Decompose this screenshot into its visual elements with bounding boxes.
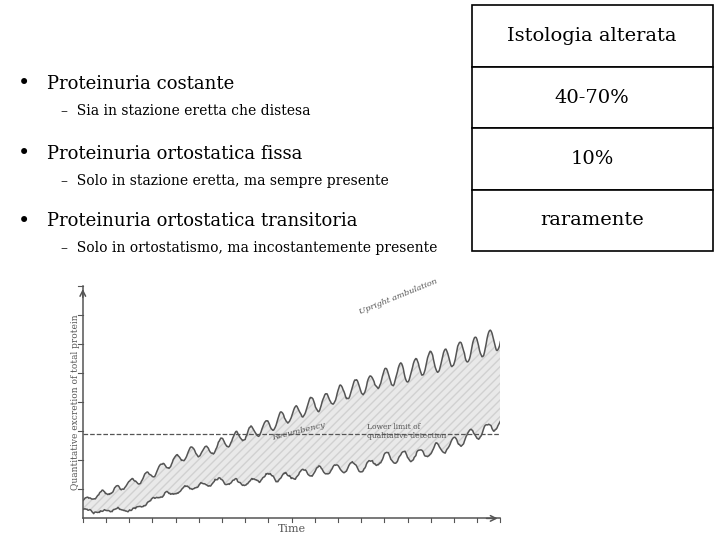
Text: Upright ambulation: Upright ambulation [359,278,438,316]
Bar [472,67,713,128]
Y-axis label: Quantitative excretion of total protein: Quantitative excretion of total protein [71,314,80,490]
Text: –  Solo in stazione eretta, ma sempre presente: – Solo in stazione eretta, ma sempre pre… [61,174,389,188]
Text: 40-70%: 40-70% [555,89,629,106]
Bar [472,128,713,190]
Bar [472,5,713,67]
Text: –  Solo in ortostatismo, ma incostantemente presente: – Solo in ortostatismo, ma incostantemen… [61,241,438,255]
X-axis label: Time: Time [277,524,306,534]
Text: Proteinuria ortostatica transitoria: Proteinuria ortostatica transitoria [47,212,357,231]
Text: raramente: raramente [540,211,644,230]
Bar [472,190,713,251]
Text: Istologia alterata: Istologia alterata [508,27,677,45]
Text: Proteinuria ortostatica fissa: Proteinuria ortostatica fissa [47,145,302,163]
Text: –  Sia in stazione eretta che distesa: – Sia in stazione eretta che distesa [61,104,311,118]
Text: •: • [18,74,30,93]
Text: Recumbency: Recumbency [271,421,325,442]
Text: 10%: 10% [570,150,614,168]
Text: Proteinuria costante: Proteinuria costante [47,75,234,93]
Text: Lower limit of
qualitative detection: Lower limit of qualitative detection [366,423,446,441]
Text: •: • [18,212,30,231]
Text: •: • [18,144,30,164]
